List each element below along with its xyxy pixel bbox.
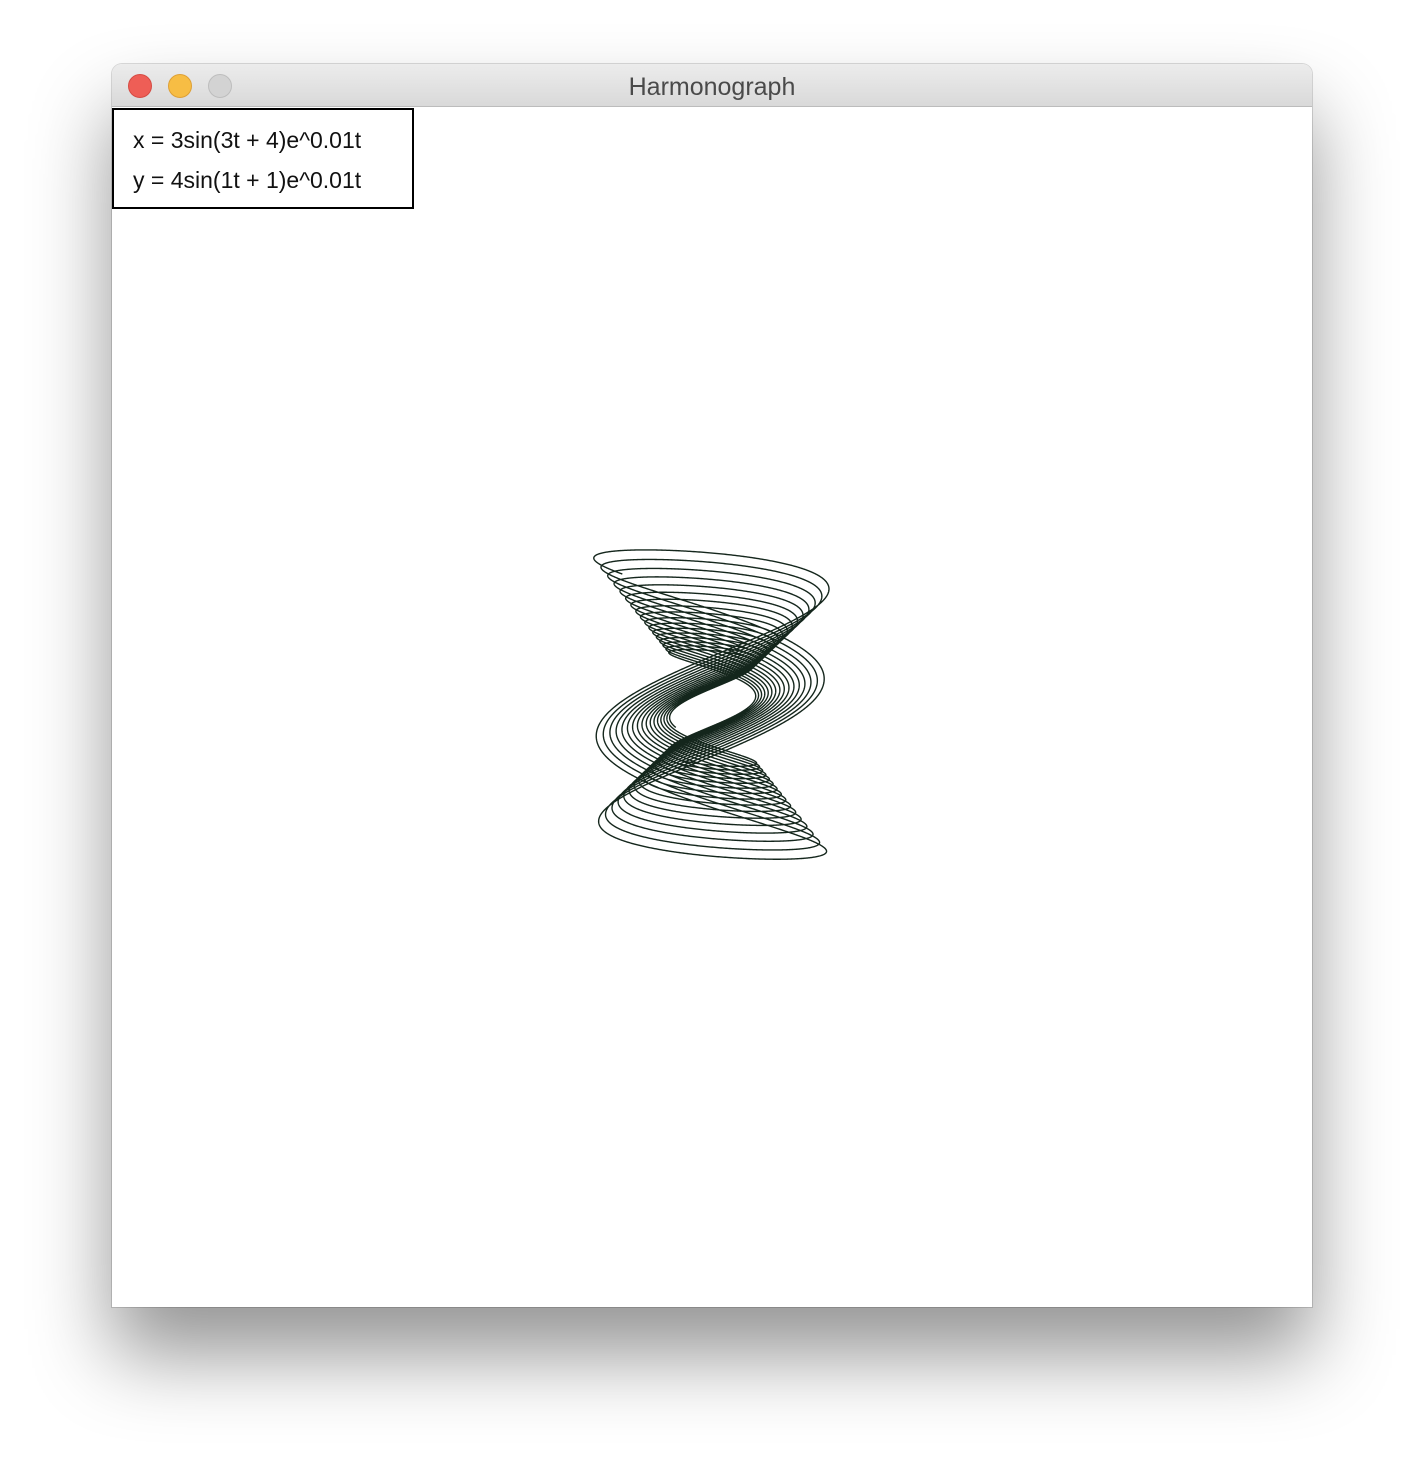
close-button[interactable]	[128, 74, 152, 98]
drawing-canvas: x = 3sin(3t + 4)e^0.01t y = 4sin(1t + 1)…	[112, 107, 1312, 1307]
x-equation: x = 3sin(3t + 4)e^0.01t	[133, 127, 362, 153]
harmonograph-curve	[593, 549, 830, 860]
minimize-button[interactable]	[168, 74, 192, 98]
app-window: Harmonograph x = 3sin(3t + 4)e^0.01t y =…	[112, 64, 1312, 1307]
zoom-button[interactable]	[208, 74, 232, 98]
harmonograph-plot	[593, 549, 830, 860]
window-title: Harmonograph	[628, 73, 796, 101]
equation-box: x = 3sin(3t + 4)e^0.01t y = 4sin(1t + 1)…	[112, 108, 414, 209]
y-equation: y = 4sin(1t + 1)e^0.01t	[133, 167, 362, 193]
title-bar[interactable]: Harmonograph	[112, 64, 1312, 107]
